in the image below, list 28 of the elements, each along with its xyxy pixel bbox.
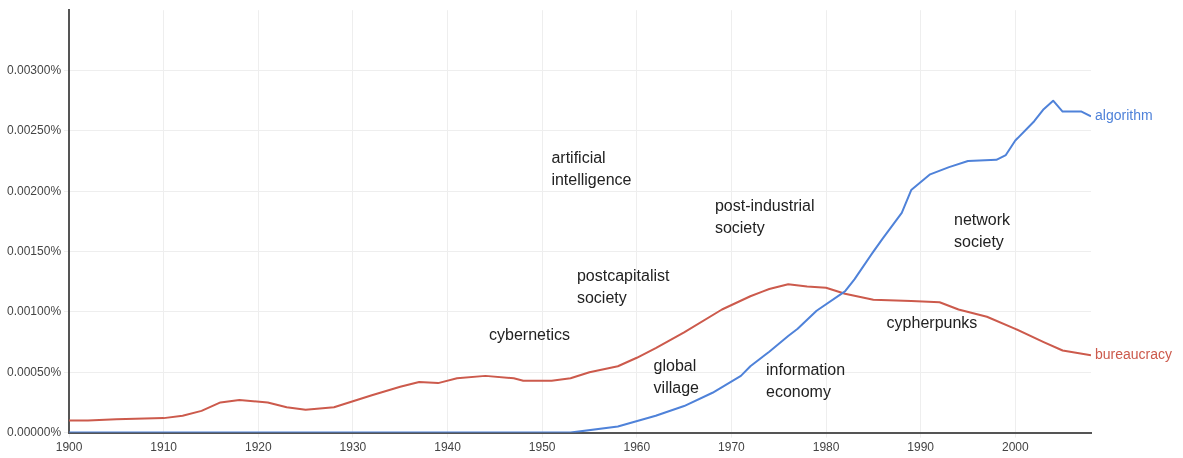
series-label: algorithm [1095, 107, 1153, 124]
y-tick-label: 0.00000% [7, 424, 62, 439]
x-tick-label: 1920 [244, 440, 272, 455]
x-tick-label: 1970 [718, 440, 746, 455]
x-tick-label: 1930 [339, 440, 367, 455]
annotation: network society [954, 210, 1012, 250]
x-tick-label: 1980 [812, 440, 840, 455]
x-tick-label: 1950 [528, 440, 556, 455]
x-tick-label: 1940 [434, 440, 462, 455]
annotation: global village [653, 357, 700, 397]
x-tick-label: 1900 [55, 440, 83, 455]
y-tick-label: 0.00150% [7, 243, 62, 258]
annotation: post-industrial society [714, 196, 815, 236]
annotation: cybernetics [489, 325, 570, 343]
annotation: information economy [766, 360, 846, 400]
x-tick-label: 2000 [1001, 440, 1029, 455]
y-tick-label: 0.00050% [7, 364, 62, 379]
annotation: artificial intelligence [551, 148, 632, 188]
series-label: bureaucracy [1095, 346, 1173, 363]
y-tick-label: 0.00300% [7, 62, 62, 77]
annotation: cypherpunks [886, 314, 978, 331]
y-tick-label: 0.00250% [7, 123, 62, 138]
x-tick-label: 1990 [907, 440, 935, 455]
x-tick-label: 1960 [623, 440, 651, 455]
y-tick-label: 0.00200% [7, 183, 62, 198]
annotation: postcapitalist society [576, 266, 670, 306]
y-tick-label: 0.00100% [7, 304, 62, 319]
x-tick-label: 1910 [150, 440, 178, 455]
